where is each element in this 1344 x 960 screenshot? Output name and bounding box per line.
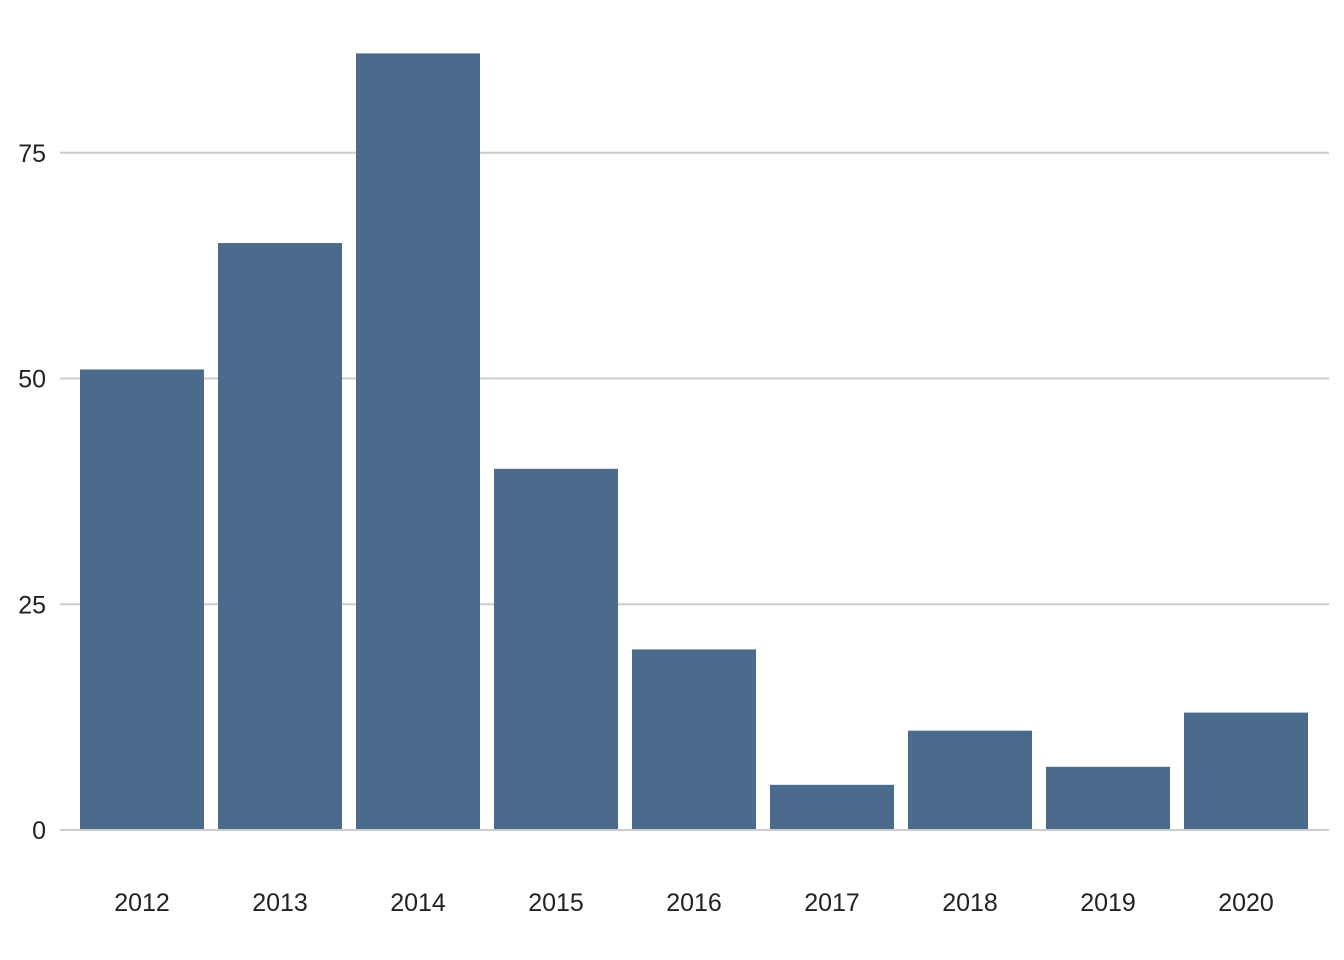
bar-2015 bbox=[494, 468, 618, 830]
x-tick-label-2018: 2018 bbox=[942, 889, 998, 917]
bar-2018 bbox=[908, 730, 1032, 830]
y-tick-label-75: 75 bbox=[18, 140, 46, 168]
x-tick-label-2013: 2013 bbox=[252, 889, 308, 917]
x-tick-label-2014: 2014 bbox=[390, 889, 446, 917]
bar-2014 bbox=[356, 53, 480, 831]
x-tick-label-2012: 2012 bbox=[114, 889, 170, 917]
bar-2012 bbox=[80, 369, 204, 830]
y-tick-label-0: 0 bbox=[32, 817, 46, 845]
x-tick-label-2015: 2015 bbox=[528, 889, 584, 917]
y-axis-ticks: 0 25 50 75 bbox=[18, 140, 46, 845]
x-tick-label-2020: 2020 bbox=[1218, 889, 1274, 917]
x-tick-label-2016: 2016 bbox=[666, 889, 722, 917]
bars bbox=[80, 53, 1308, 831]
bar-2019 bbox=[1046, 766, 1170, 830]
bar-2013 bbox=[218, 243, 342, 831]
bar-2017 bbox=[770, 784, 894, 830]
bar-2020 bbox=[1184, 712, 1308, 830]
bar-2016 bbox=[632, 649, 756, 830]
x-tick-label-2019: 2019 bbox=[1080, 889, 1136, 917]
y-tick-label-25: 25 bbox=[18, 591, 46, 619]
x-axis-ticks: 2012 2013 2014 2015 2016 2017 2018 2019 2020 bbox=[114, 889, 1274, 917]
y-tick-label-50: 50 bbox=[18, 366, 46, 394]
x-tick-label-2017: 2017 bbox=[804, 889, 860, 917]
